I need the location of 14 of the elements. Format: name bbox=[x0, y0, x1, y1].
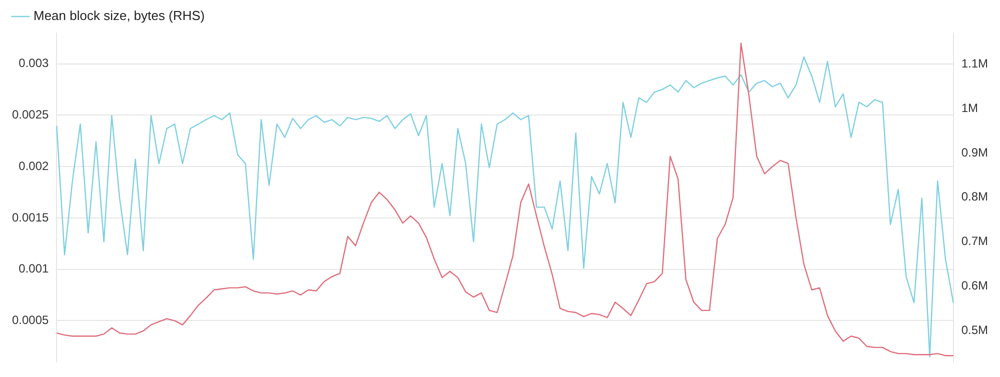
y2-tick-label: 1M bbox=[961, 100, 978, 115]
y-tick-label: 0.002 bbox=[18, 158, 50, 173]
y2-tick-label: 1.1M bbox=[961, 56, 988, 70]
y-tick-label: 0.0015 bbox=[12, 210, 50, 224]
y-tick-label: 0.0005 bbox=[12, 313, 50, 328]
y-tick-label: 0.003 bbox=[18, 56, 50, 70]
y2-tick-label: 0.9M bbox=[961, 145, 988, 160]
y2-tick-label: 0.5M bbox=[961, 323, 988, 338]
legend-label: Mean block size, bytes (RHS) bbox=[34, 8, 205, 24]
y2-tick-label: 0.7M bbox=[961, 234, 988, 248]
y-tick-label: 0.0025 bbox=[12, 108, 50, 122]
y2-tick-label: 0.6M bbox=[961, 278, 988, 293]
y-tick-label: 0.001 bbox=[18, 262, 50, 276]
y2-tick-label: 0.8M bbox=[961, 190, 988, 204]
